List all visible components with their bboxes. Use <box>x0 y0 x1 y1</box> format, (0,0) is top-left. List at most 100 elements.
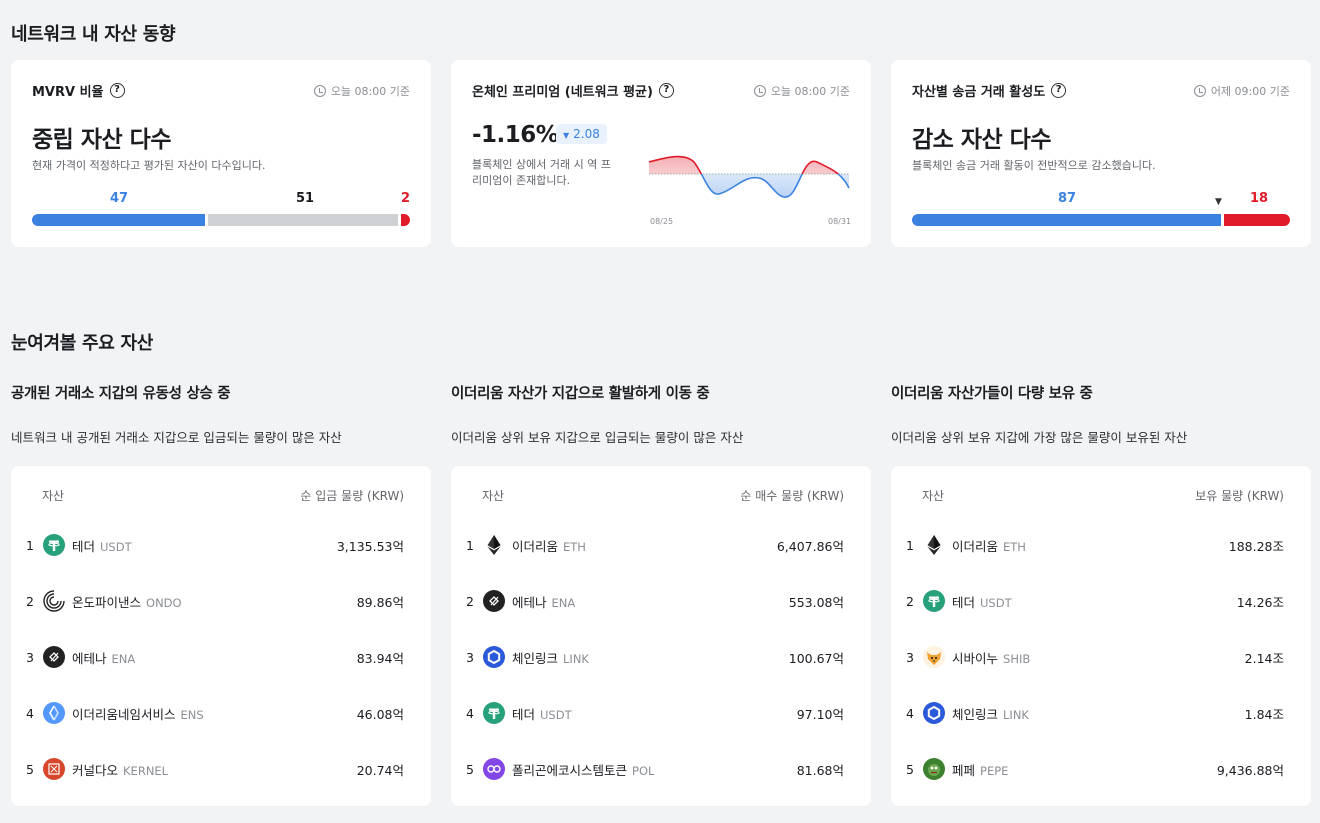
asset-symbol: LINK <box>563 651 589 666</box>
ens-icon <box>43 702 65 724</box>
asset-value: 89.86억 <box>356 594 404 610</box>
activity-up-bar <box>1224 214 1290 226</box>
list-item[interactable]: 2 에테나 ENA 553.08억 <box>451 586 871 616</box>
rank-number: 3 <box>906 649 914 665</box>
asset-symbol: POL <box>632 763 655 778</box>
asset-name-text: 체인링크 <box>952 706 999 722</box>
help-icon[interactable]: ? <box>1051 83 1067 98</box>
asset-name: 폴리곤에코시스템토큰 POL <box>512 760 654 779</box>
section-title-network: 네트워크 내 자산 동향 <box>11 24 176 45</box>
list-item[interactable]: 4 이더리움네임서비스 ENS 46.08억 <box>11 698 431 728</box>
premium-change: 2.08 <box>573 127 600 141</box>
list-item[interactable]: 3 체인링크 LINK 100.67억 <box>451 642 871 672</box>
premium-value: -1.16% <box>472 122 559 148</box>
col-asset-label: 자산 <box>42 489 65 503</box>
mvrv-mid-count: 51 <box>296 191 315 206</box>
asset-value: 2.14조 <box>1244 650 1284 666</box>
asset-value: 188.28조 <box>1228 538 1284 554</box>
pol-icon <box>483 758 505 780</box>
asset-symbol: ENA <box>111 651 136 666</box>
asset-name-text: 커널다오 <box>72 762 119 778</box>
asset-name-text: 에테나 <box>72 650 107 666</box>
asset-name: 이더리움 ETH <box>512 536 586 555</box>
ena-icon <box>483 590 505 612</box>
asset-name: 테더 USDT <box>72 536 132 555</box>
list-item[interactable]: 1 이더리움 ETH 6,407.86억 <box>451 530 871 560</box>
list-item[interactable]: 2 온도파이낸스 ONDO 89.86억 <box>11 586 431 616</box>
rank-number: 2 <box>906 593 914 609</box>
asset-symbol: ENS <box>180 707 204 722</box>
asset-symbol: USDT <box>100 539 132 554</box>
mvrv-high-count: 2 <box>401 191 411 206</box>
asset-value: 81.68억 <box>796 762 844 778</box>
ena-icon <box>43 646 65 668</box>
list-item[interactable]: 5 페페 PEPE 9,436.88억 <box>891 754 1311 784</box>
list-item[interactable]: 1 테더 USDT 3,135.53억 <box>11 530 431 560</box>
premium-line-positive <box>649 155 840 174</box>
asset-name: 에테나 ENA <box>72 648 135 667</box>
premium-title: 온체인 프리미엄 (네트워크 평균) <box>472 85 653 100</box>
list-item[interactable]: 4 테더 USDT 97.10억 <box>451 698 871 728</box>
premium-x-start: 08/25 <box>650 217 674 226</box>
shib-icon <box>923 646 945 668</box>
asset-symbol: ONDO <box>146 595 182 610</box>
list-item[interactable]: 4 체인링크 LINK 1.84조 <box>891 698 1311 728</box>
rank-number: 5 <box>26 761 34 777</box>
list-item[interactable]: 3 에테나 ENA 83.94억 <box>11 642 431 672</box>
rank-number: 4 <box>26 705 34 721</box>
mvrv-header: MVRV 비율 ? <box>32 81 125 100</box>
activity-timestamp: 어제 09:00 기준 <box>1193 83 1290 99</box>
asset-name-text: 페페 <box>952 762 976 778</box>
asset-name: 체인링크 LINK <box>512 648 589 667</box>
premium-change-badge: ▼ 2.08 <box>556 124 607 144</box>
col-value-label: 순 입금 물량 (KRW) <box>300 489 404 503</box>
mvrv-card[interactable]: MVRV 비율 ? 오늘 08:00 기준 중립 자산 다수 현재 가격이 적정… <box>11 60 431 247</box>
mvrv-title: MVRV 비율 <box>32 85 104 100</box>
list-card-exchange: 자산 순 입금 물량 (KRW) 1 테더 USDT 3,135.53억 2 온도파이낸스… <box>11 466 431 806</box>
premium-desc: 블록체인 상에서 거래 시 역 프리미엄이 존재합니다. <box>472 158 611 187</box>
link-icon <box>923 702 945 724</box>
clock-icon <box>313 85 326 97</box>
list-item[interactable]: 3 시바이누 SHIB 2.14조 <box>891 642 1311 672</box>
list-card-eth-buy: 자산 순 매수 물량 (KRW) 1 이더리움 ETH 6,407.86억 2 에테나 EN… <box>451 466 871 806</box>
asset-value: 9,436.88억 <box>1216 762 1284 778</box>
mvrv-desc: 현재 가격이 적정하다고 평가된 자산이 다수입니다. <box>32 159 266 172</box>
activity-header: 자산별 송금 거래 활성도 ? <box>912 81 1067 100</box>
premium-sparkline <box>649 155 850 198</box>
mvrv-time: 오늘 08:00 기준 <box>330 85 410 98</box>
link-icon <box>483 646 505 668</box>
list-item[interactable]: 5 커널다오 KERNEL 20.74억 <box>11 754 431 784</box>
premium-card[interactable]: 온체인 프리미엄 (네트워크 평균) ? 오늘 08:00 기준 -1.16% … <box>451 60 871 247</box>
help-icon[interactable]: ? <box>109 83 125 98</box>
mvrv-low-count: 47 <box>110 191 129 206</box>
rank-number: 2 <box>466 593 474 609</box>
list-card-eth-hold: 자산 보유 물량 (KRW) 1 이더리움 ETH 188.28조 2 테더 USDT 14.… <box>891 466 1311 806</box>
list-item[interactable]: 5 폴리곤에코시스템토큰 POL 81.68억 <box>451 754 871 784</box>
asset-symbol: KERNEL <box>123 763 169 778</box>
list-item[interactable]: 1 이더리움 ETH 188.28조 <box>891 530 1311 560</box>
rank-number: 4 <box>466 705 474 721</box>
premium-time: 오늘 08:00 기준 <box>770 85 850 98</box>
col-value-label: 보유 물량 (KRW) <box>1195 489 1284 503</box>
kernel-icon <box>43 758 65 780</box>
asset-value: 553.08억 <box>788 594 844 610</box>
asset-name: 커널다오 KERNEL <box>72 760 168 779</box>
activity-card[interactable]: 자산별 송금 거래 활성도 ? 어제 09:00 기준 감소 자산 다수 블록체… <box>891 60 1311 247</box>
asset-name-text: 온도파이낸스 <box>72 594 142 610</box>
asset-name-text: 이더리움 <box>952 538 999 554</box>
activity-down-count: 87 <box>1058 191 1077 206</box>
help-icon[interactable]: ? <box>658 83 674 98</box>
marker-triangle-icon: ▼ <box>1215 197 1222 207</box>
asset-name-text: 테더 <box>72 538 96 554</box>
asset-name-text: 에테나 <box>512 594 547 610</box>
asset-symbol: ENA <box>551 595 576 610</box>
asset-name: 페페 PEPE <box>952 760 1008 779</box>
group-desc-eth-buy: 이더리움 상위 보유 지갑으로 입금되는 물량이 많은 자산 <box>451 430 744 445</box>
eth-icon <box>483 534 505 556</box>
asset-name: 체인링크 LINK <box>952 704 1029 723</box>
asset-name-text: 테더 <box>952 594 976 610</box>
eth-icon <box>923 534 945 556</box>
asset-name: 테더 USDT <box>512 704 572 723</box>
group-desc-eth-hold: 이더리움 상위 보유 지갑에 가장 많은 물량이 보유된 자산 <box>891 430 1188 445</box>
list-item[interactable]: 2 테더 USDT 14.26조 <box>891 586 1311 616</box>
